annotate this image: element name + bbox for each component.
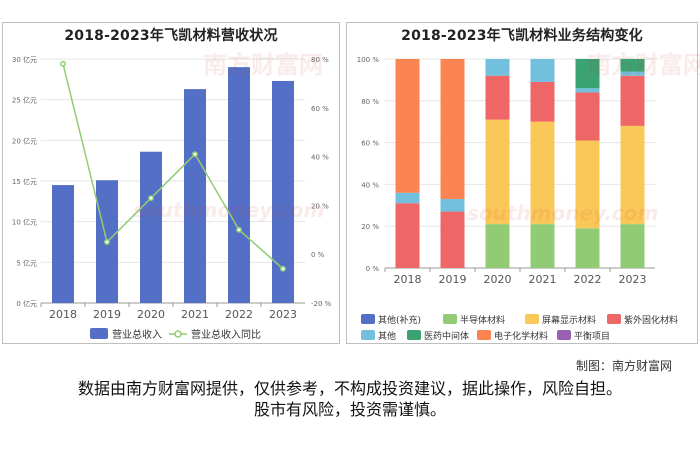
y-left-tick-label: 5 亿元 xyxy=(16,258,37,267)
x-tick-label: 2019 xyxy=(93,308,121,321)
legend-label: 平衡项目 xyxy=(574,330,610,342)
stacked-bar-segment xyxy=(620,224,645,268)
x-tick-label: 2023 xyxy=(619,273,647,286)
stacked-bar-segment xyxy=(620,75,645,126)
legend-swatch xyxy=(361,314,375,324)
stacked-bar-segment xyxy=(395,59,420,193)
y-tick-label: 0 % xyxy=(366,265,380,273)
revenue-bar xyxy=(228,67,250,303)
legend-swatch xyxy=(477,330,491,340)
business-structure-chart-panel: 2018-2023年飞凯材料业务结构变化 0 % 20 % 40 % 60 % 80 %… xyxy=(346,22,700,344)
business-structure-chart: 0 % 20 % 40 % 60 % 80 % 100 % 2018 2019 2020 2021… xyxy=(357,56,678,342)
x-tick-label: 2018 xyxy=(394,273,422,286)
legend-label: 其他 xyxy=(378,330,396,342)
legend-label: 医药中间体 xyxy=(424,330,469,342)
stacked-bar-segment xyxy=(485,224,510,268)
y-right-tick-label: 60 % xyxy=(311,105,329,113)
revenue-chart-panel: 2018-2023年飞凯材料营收状况 0 亿元 5 亿元 10 亿元 15 亿元 20 … xyxy=(2,22,340,344)
legend-label-revenue: 营业总收入 xyxy=(112,328,162,341)
legend-swatch-revenue xyxy=(90,328,108,339)
stacked-bar-segment xyxy=(440,59,465,200)
y-left-tick-label: 30 亿元 xyxy=(12,55,37,64)
stacked-bar-segment xyxy=(485,59,510,76)
yoy-point xyxy=(236,226,242,233)
business-structure-chart-title: 2018-2023年飞凯材料业务结构变化 xyxy=(401,28,643,44)
y-right-tick-label: 0 % xyxy=(311,251,325,259)
yoy-line xyxy=(62,63,284,270)
stacked-bar-segment xyxy=(530,59,555,82)
revenue-bar xyxy=(272,80,294,304)
legend-label: 半导体材料 xyxy=(460,314,505,326)
x-tick-label: 2020 xyxy=(484,273,512,286)
x-tick-label: 2020 xyxy=(137,308,165,321)
revenue-bar xyxy=(140,151,162,303)
stacked-bar-segment xyxy=(530,224,555,268)
x-tick-label: 2022 xyxy=(225,308,253,321)
stacked-bar-segment xyxy=(575,140,600,229)
stacked-bar-segment xyxy=(395,203,420,268)
credit-text: 制图：南方财富网 xyxy=(575,359,672,373)
stacked-bar-segment xyxy=(575,88,600,93)
legend-label: 紫外固化材料 xyxy=(624,314,678,326)
stacked-bar-segment xyxy=(440,199,465,212)
x-tick-label: 2018 xyxy=(49,308,77,321)
stacked-bar-segment xyxy=(575,228,600,268)
disclaimer-line-1: 数据由南方财富网提供，仅供参考，不构成投资建议，据此操作，风险自担。 xyxy=(77,379,622,398)
y-tick-label: 20 % xyxy=(361,223,379,231)
stacked-bar-segment xyxy=(530,121,555,225)
legend-label-yoy: 营业总收入同比 xyxy=(191,328,261,341)
y-tick-label: 60 % xyxy=(361,140,379,148)
stacked-bar-segment xyxy=(575,92,600,141)
yoy-point xyxy=(60,60,66,67)
revenue-chart: 0 亿元 5 亿元 10 亿元 15 亿元 20 亿元 25 亿元 30 亿元 -20 % 0 … xyxy=(12,55,332,341)
x-tick-label: 2022 xyxy=(574,273,602,286)
stacked-bar-segment xyxy=(530,81,555,122)
revenue-chart-title: 2018-2023年飞凯材料营收状况 xyxy=(64,28,278,44)
x-tick-label: 2023 xyxy=(269,308,297,321)
y-left-tick-label: 0 亿元 xyxy=(16,299,37,308)
x-tick-label: 2021 xyxy=(181,308,209,321)
y-left-tick-label: 25 亿元 xyxy=(12,96,37,105)
revenue-bar xyxy=(184,89,206,304)
stacked-bar-segment xyxy=(440,211,465,268)
legend-label: 屏幕显示材料 xyxy=(542,314,596,326)
y-right-tick-label: 20 % xyxy=(311,202,329,210)
yoy-point xyxy=(192,151,198,158)
stacked-bar-segment xyxy=(485,75,510,120)
legend-swatch xyxy=(607,314,621,324)
x-tick-label: 2019 xyxy=(439,273,467,286)
stacked-bar-segment xyxy=(620,71,645,76)
y-right-tick-label: -20 % xyxy=(311,300,332,308)
revenue-bar xyxy=(52,185,74,303)
yoy-point xyxy=(148,195,154,202)
y-left-tick-label: 20 亿元 xyxy=(12,136,37,145)
y-left-tick-label: 10 亿元 xyxy=(12,218,37,227)
yoy-point xyxy=(104,239,110,245)
y-tick-label: 80 % xyxy=(361,98,379,106)
y-tick-label: 100 % xyxy=(357,56,380,64)
legend-marker-yoy xyxy=(174,330,182,338)
legend-label: 电子化学材料 xyxy=(494,330,548,342)
stacked-bar-segment xyxy=(485,119,510,225)
legend-swatch xyxy=(407,330,421,340)
legend-swatch xyxy=(361,330,375,340)
legend-swatch xyxy=(525,314,539,324)
stacked-bar-segment xyxy=(620,59,645,72)
stacked-bar-segment xyxy=(395,192,420,204)
y-tick-label: 40 % xyxy=(361,181,379,189)
y-right-tick-label: 40 % xyxy=(311,154,329,162)
legend-label: 其他(补充) xyxy=(378,314,421,326)
stacked-bar-segment xyxy=(620,125,645,225)
disclaimer-line-2: 股市有风险，投资需谨慎。 xyxy=(253,400,446,419)
y-left-tick-label: 15 亿元 xyxy=(12,177,37,186)
yoy-point xyxy=(280,265,286,272)
disclaimer: 数据由南方财富网提供，仅供参考，不构成投资建议，据此操作，风险自担。 股市有风险… xyxy=(0,378,700,420)
x-tick-label: 2021 xyxy=(529,273,557,286)
legend-swatch xyxy=(557,330,571,340)
y-right-tick-label: 80 % xyxy=(311,56,329,64)
legend-swatch xyxy=(443,314,457,324)
stacked-bar-segment xyxy=(575,59,600,89)
